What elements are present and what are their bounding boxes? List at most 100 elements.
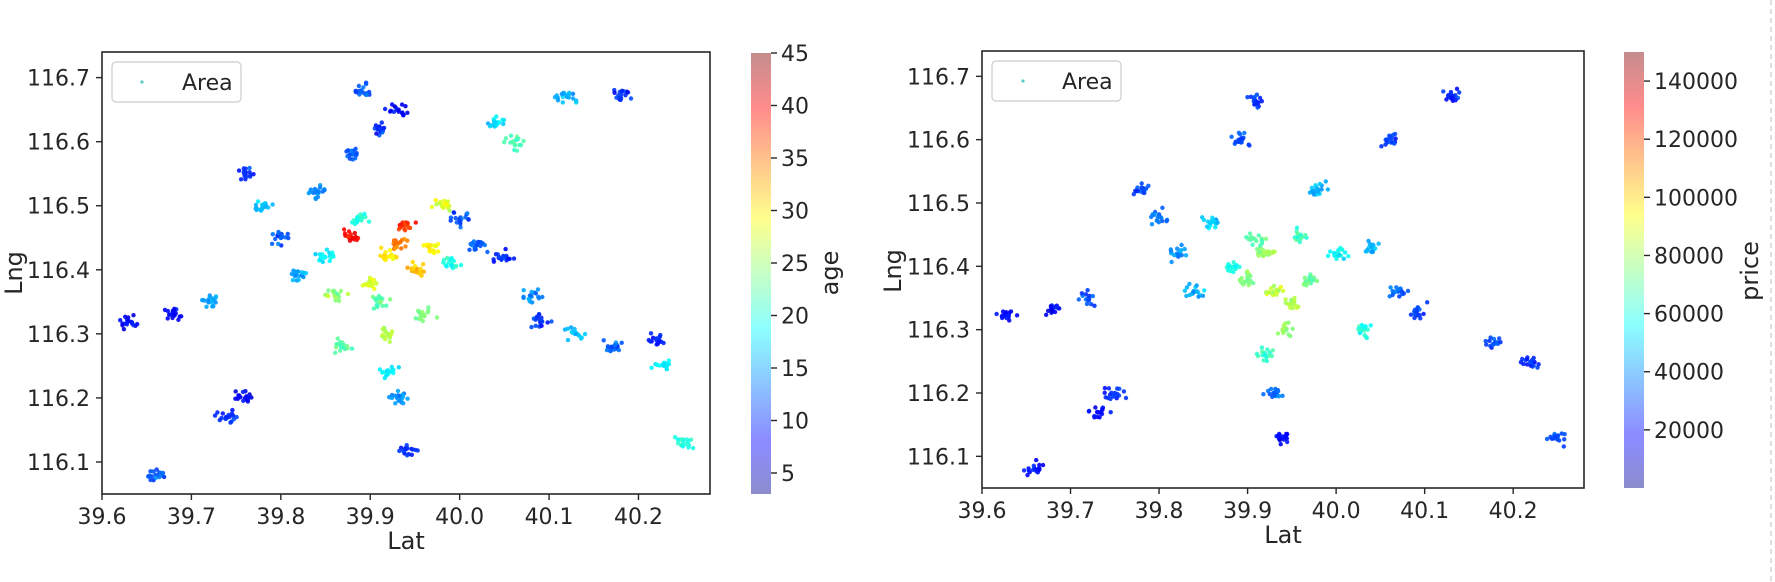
price-scatter-point [1281, 323, 1287, 328]
price-scatter-point [1182, 246, 1187, 252]
age-scatter-point [233, 396, 238, 401]
age-scatter-point [379, 245, 384, 250]
price-scatter-point [1281, 288, 1286, 294]
price-scatter-point [1256, 253, 1261, 258]
age-scatter-point [438, 200, 443, 205]
age-scatter-point [421, 313, 427, 318]
age-scatter-point [394, 244, 399, 250]
age-scatter-point [431, 250, 436, 255]
age-scatter-point [240, 389, 246, 395]
age-scatter-point [213, 300, 218, 305]
price-scatter-point [1449, 95, 1454, 101]
age-scatter-point [129, 319, 134, 325]
age-scatter-point [353, 90, 359, 95]
age-scatter-point [217, 417, 222, 423]
age-scatter-point [399, 102, 405, 107]
age-scatter-point [336, 298, 342, 304]
price-scatter-point [1303, 232, 1308, 238]
age-colorbar-tick-label: 40 [781, 95, 809, 120]
age-scatter-point [458, 262, 464, 268]
price-scatter-point [1362, 325, 1368, 331]
age-scatter-point [616, 347, 622, 353]
age-scatter-point [392, 104, 397, 109]
age-scatter-point [241, 166, 246, 171]
price-y-tick-label: 116.6 [907, 129, 970, 154]
price-scatter-point [1252, 236, 1258, 242]
price-scatter-point [1096, 410, 1101, 415]
price-scatter-point [1488, 335, 1493, 340]
age-scatter-point [396, 365, 401, 370]
age-scatter-point [533, 291, 538, 296]
price-scatter-point [1100, 407, 1105, 412]
age-scatter-point [654, 362, 660, 367]
price-scatter-point [1215, 220, 1220, 225]
age-scatter-point [165, 316, 170, 321]
age-scatter-point [352, 230, 357, 236]
age-scatter-point [572, 326, 577, 332]
age-colorbar-tick-label: 30 [781, 200, 809, 225]
age-scatter-point [378, 253, 383, 258]
price-scatter-point [1246, 279, 1252, 284]
price-scatter-point [1168, 247, 1174, 252]
price-scatter-point [1364, 335, 1370, 341]
price-scatter-point [1253, 100, 1258, 105]
age-scatter-point [376, 293, 382, 299]
age-scatter-point [276, 241, 281, 247]
age-scatter-point [619, 340, 624, 345]
age-scatter-point [527, 293, 533, 298]
price-y-tick-label: 116.3 [907, 319, 970, 344]
age-scatter-point [375, 127, 380, 132]
age-colorbar-tick-label: 20 [781, 305, 809, 330]
age-scatter-point [511, 256, 517, 261]
age-scatter-point [278, 235, 284, 241]
age-y-tick-label: 116.3 [27, 323, 90, 348]
age-scatter-point [388, 297, 393, 302]
price-scatter-point [1310, 188, 1316, 194]
price-scatter-point [1086, 296, 1092, 302]
price-scatter-point [1259, 239, 1265, 244]
price-legend-box [991, 60, 1122, 102]
age-scatter-point [566, 92, 572, 97]
age-scatter-point [373, 123, 379, 128]
age-scatter-point [118, 318, 123, 323]
age-scatter-point [153, 475, 159, 480]
price-colorbar-ticks: 20000 40000 60000 80000 100000 120000 140000 [1644, 70, 1738, 444]
price-scatter-point [1183, 253, 1189, 258]
price-scatter-point [1245, 274, 1250, 279]
age-scatter-point [269, 241, 275, 246]
age-y-axis: 116.1 116.2 116.3 116.4 116.5 116.6 116.7 [27, 67, 102, 476]
age-scatter-point [412, 269, 418, 274]
age-scatter-point [540, 294, 545, 300]
age-scatter-point [379, 120, 384, 125]
price-y-tick-label: 116.1 [907, 445, 970, 470]
age-scatter-point [229, 411, 235, 416]
age-x-tick-label: 40.0 [435, 505, 484, 530]
age-scatter-point [200, 297, 205, 303]
age-scatter-point [539, 315, 544, 320]
price-scatter-point [1102, 390, 1107, 395]
age-scatter-point [337, 348, 343, 353]
age-scatter-point [672, 435, 678, 440]
age-scatter-point [165, 308, 171, 314]
age-scatter-point [648, 331, 654, 336]
price-scatter-point [1270, 250, 1275, 256]
age-scatter-point [497, 255, 502, 260]
age-scatter-point [124, 322, 130, 327]
age-scatter-point [343, 346, 348, 352]
age-scatter-point [209, 300, 215, 305]
price-scatter-point [1555, 433, 1561, 438]
price-scatter-points [994, 86, 1567, 478]
age-scatter-point [402, 223, 408, 228]
age-scatter-point [313, 252, 318, 257]
age-scatter-point [405, 446, 410, 451]
age-scatter-point [679, 437, 684, 442]
age-scatter-point [405, 110, 410, 116]
price-scatter-point [1108, 410, 1113, 415]
age-scatter-point [614, 95, 619, 100]
age-x-tick-label: 40.1 [525, 505, 574, 530]
age-scatter-point [421, 243, 426, 248]
price-scatter-point [1405, 288, 1411, 294]
age-scatter-point [334, 341, 339, 347]
age-scatter-point [321, 255, 327, 260]
age-scatter-point [405, 396, 410, 401]
